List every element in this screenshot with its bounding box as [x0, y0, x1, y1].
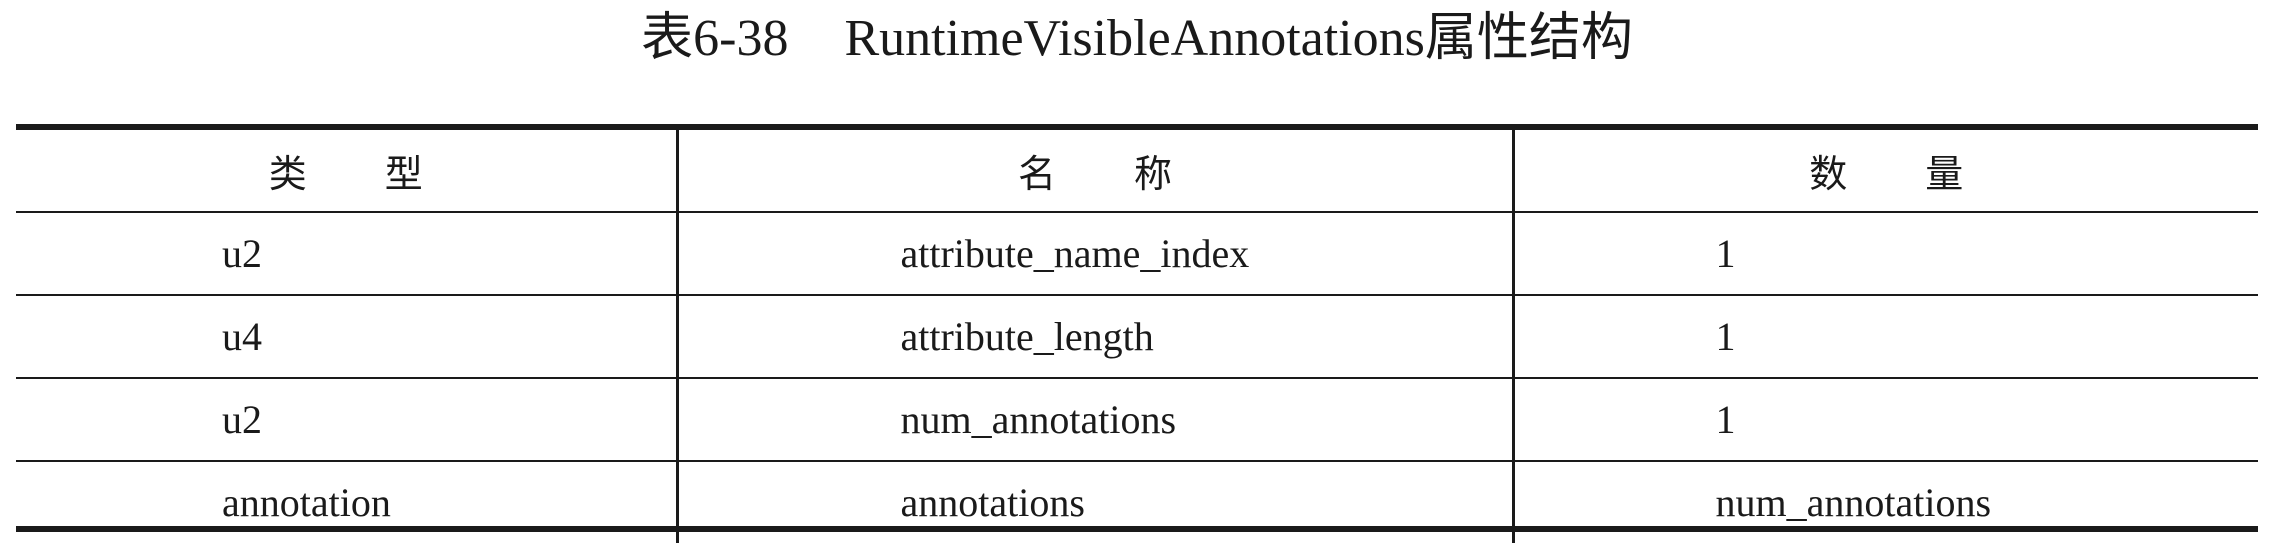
cell-quantity: 1 [1511, 377, 2258, 461]
cell-type: annotation [16, 460, 677, 543]
table-header-row: 类型 名称 数量 [16, 130, 2258, 212]
cell-type: u2 [16, 211, 677, 295]
cell-name: attribute_name_index [675, 211, 1513, 295]
table-row: annotation annotations num_annotations [16, 460, 2258, 543]
attribute-structure-table-frame: 类型 名称 数量 u2 attribute_name_index 1 u4 at… [16, 124, 2258, 543]
cell-name: attribute_length [675, 294, 1513, 378]
cell-type: u4 [16, 294, 677, 378]
cell-quantity: 1 [1511, 211, 2258, 295]
cell-name: annotations [675, 460, 1513, 543]
table-caption: 表6-38 RuntimeVisibleAnnotations属性结构 [0, 6, 2274, 72]
cell-type: u2 [16, 377, 677, 461]
cell-name: num_annotations [675, 377, 1513, 461]
table-row: u2 attribute_name_index 1 [16, 211, 2258, 295]
header-name: 名称 [675, 130, 1513, 212]
attribute-structure-table: 类型 名称 数量 u2 attribute_name_index 1 u4 at… [16, 130, 2258, 543]
caption-number: 表6-38 [641, 10, 789, 67]
header-type: 类型 [268, 152, 501, 196]
table-row: u2 num_annotations 1 [16, 377, 2258, 461]
header-quantity: 数量 [1511, 130, 2258, 212]
cell-quantity: 1 [1511, 294, 2258, 378]
table-row: u4 attribute_length 1 [16, 294, 2258, 378]
caption-title: RuntimeVisibleAnnotations属性结构 [844, 10, 1633, 67]
cell-quantity: num_annotations [1511, 460, 2258, 543]
